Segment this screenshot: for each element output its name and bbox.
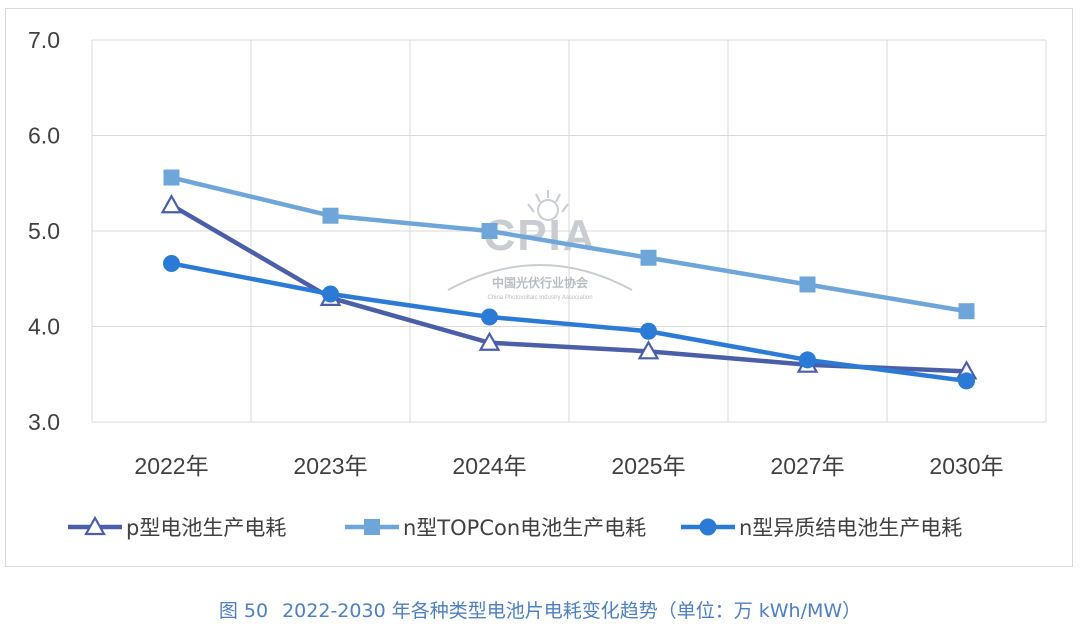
x-tick-label: 2023年 (293, 453, 367, 479)
cpia-watermark: CPIA 中国光伏行业协会 China Photovoltaic Industr… (447, 190, 633, 301)
line-chart: 7.0 6.0 5.0 4.0 3.0 2022年 2023年 2024年 2025年 2027… (28, 27, 1047, 540)
legend-label: n型异质结电池生产电耗 (739, 516, 962, 540)
data-point (958, 303, 975, 320)
data-point (640, 249, 657, 266)
y-tick-label: 5.0 (28, 218, 60, 244)
y-tick-label: 4.0 (28, 314, 60, 340)
x-axis-ticks: 2022年 2023年 2024年 2025年 2027年 2030年 (134, 453, 1003, 479)
data-point (958, 372, 975, 390)
y-axis-ticks: 7.0 6.0 5.0 4.0 3.0 (28, 27, 60, 435)
data-point (160, 193, 183, 214)
chart-frame (5, 8, 1073, 567)
grid-lines (91, 39, 1047, 423)
figure-number: 图 50 (218, 600, 269, 622)
legend-marker (84, 515, 106, 536)
data-point (322, 285, 339, 303)
legend: p型电池生产电耗 n型TOPCon电池生产电耗 n型异质结电池生产电耗 (68, 515, 962, 540)
data-point (322, 207, 339, 224)
series-3 (163, 254, 975, 390)
data-point (163, 254, 180, 272)
watermark-text: CPIA (483, 211, 596, 260)
watermark-cn: 中国光伏行业协会 (492, 275, 589, 290)
data-point (799, 351, 816, 369)
figure-caption: 图 50 2022-2030 年各种类型电池片电耗变化趋势（单位：万 kWh/M… (0, 596, 1080, 623)
series-line (171, 261, 967, 384)
legend-label: n型TOPCon电池生产电耗 (403, 516, 646, 540)
y-tick-label: 3.0 (28, 409, 60, 435)
x-tick-label: 2027年 (770, 453, 844, 479)
data-point (640, 322, 657, 340)
y-tick-label: 7.0 (28, 27, 60, 53)
data-point (799, 276, 816, 293)
data-point (478, 331, 501, 351)
watermark-arc (447, 264, 633, 291)
series-line (170, 175, 967, 314)
data-point (163, 169, 180, 186)
legend-item: n型异质结电池生产电耗 (681, 516, 962, 540)
legend-item: p型电池生产电耗 (68, 515, 286, 540)
series-2 (163, 169, 975, 320)
data-point (481, 308, 498, 326)
x-tick-label: 2025年 (611, 453, 685, 479)
legend-item: n型TOPCon电池生产电耗 (345, 516, 646, 540)
sun-logo-icon (527, 190, 569, 221)
figure-title: 2022-2030 年各种类型电池片电耗变化趋势（单位：万 kWh/MW） (282, 600, 862, 622)
series-lines (160, 169, 978, 390)
data-point (481, 223, 498, 239)
watermark-en: China Photovoltaic Industry Association (487, 295, 592, 301)
y-tick-label: 6.0 (28, 123, 60, 149)
data-point (637, 340, 660, 360)
legend-marker (364, 519, 380, 535)
x-tick-label: 2022年 (134, 453, 208, 479)
series-line (170, 203, 967, 374)
x-tick-label: 2030年 (929, 453, 1003, 479)
x-tick-label: 2024年 (452, 453, 526, 479)
legend-marker (699, 518, 717, 536)
legend-label: p型电池生产电耗 (126, 516, 286, 540)
